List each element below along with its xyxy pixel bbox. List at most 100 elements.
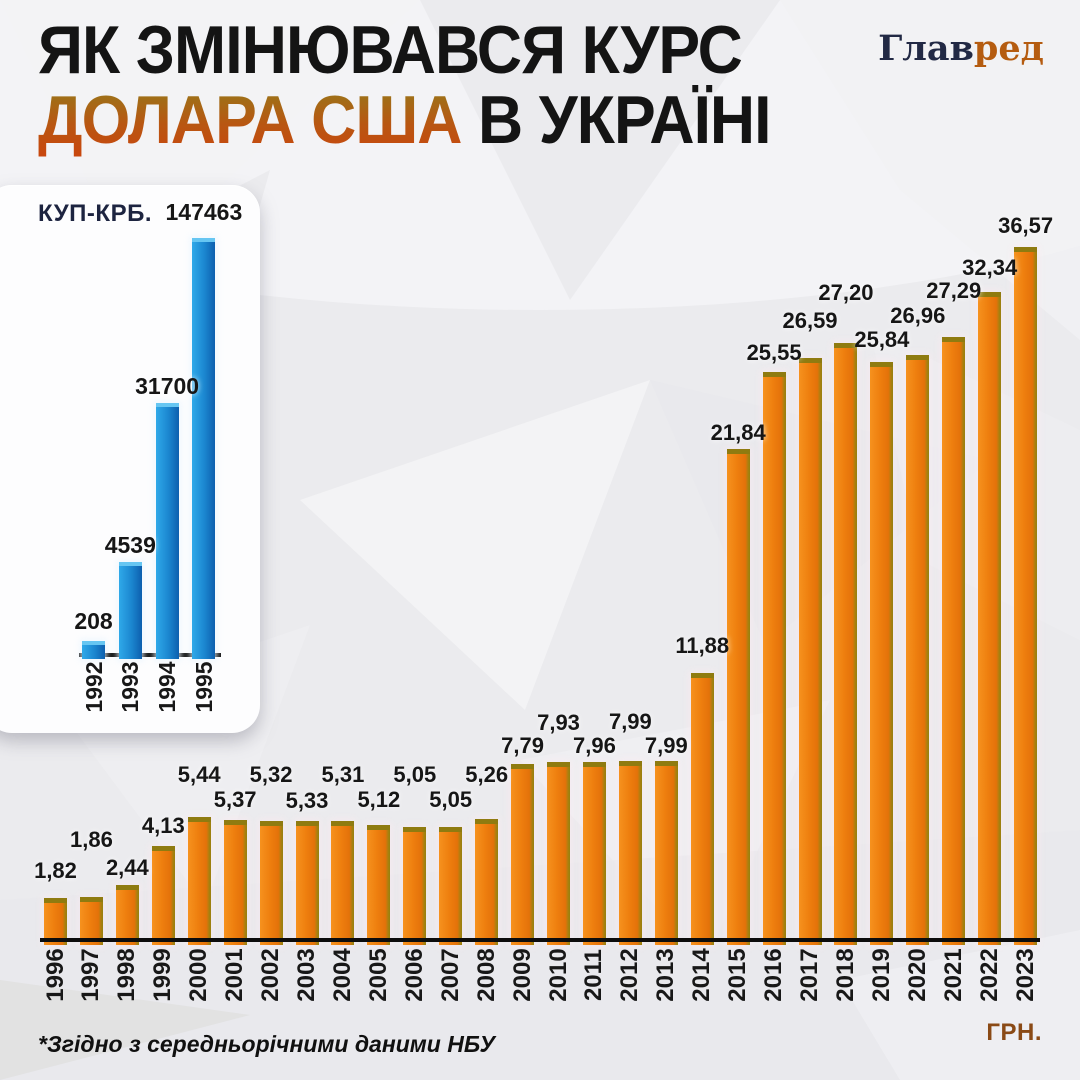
bar-2009 [511,764,535,945]
year-label-2013: 2013 [652,948,680,1002]
bar-value-label-2000: 5,44 [177,762,221,787]
bar-2004 [331,821,355,945]
bar-2015 [726,449,750,945]
bar-value-label-2018: 27,20 [818,280,874,305]
bar-value-label-2010: 7,93 [537,710,580,735]
bar-1997 [79,897,103,945]
year-label-2010: 2010 [544,948,572,1002]
bar-value-label-2009: 7,79 [501,733,544,758]
bar-value-label-2003: 5,33 [285,788,329,813]
bar-value-label-1993: 4539 [104,532,156,558]
logo-part-red: ред [973,28,1044,69]
bar-value-label-2013: 7,99 [644,733,688,758]
bar-2006 [403,827,427,945]
year-label-2011: 2011 [580,948,608,1002]
logo-part-glav: Глав [878,28,974,69]
footnote: *Згідно з середньорічними даними НБУ [38,1031,496,1057]
year-label-2009: 2009 [508,948,536,1002]
bar-value-label-2022: 32,34 [962,255,1018,280]
year-label-1997: 1997 [77,948,105,1002]
bar-value-label-1994: 31700 [135,373,200,399]
bar-1998 [115,885,139,945]
year-label-1994: 1994 [154,661,181,713]
bar-2014 [690,673,714,945]
year-label-2007: 2007 [436,948,464,1002]
year-label-2015: 2015 [724,948,752,1002]
year-label-2021: 2021 [939,948,967,1002]
year-label-1992: 1992 [80,661,107,713]
year-label-2012: 2012 [616,948,644,1002]
year-label-2005: 2005 [364,948,392,1002]
bar-value-label-2001: 5,37 [213,787,257,812]
bar-value-label-2016: 25,55 [746,340,802,365]
bar-value-label-1992: 208 [74,608,113,634]
bar-value-label-1999: 4,13 [141,813,185,838]
bar-2020 [906,355,930,945]
bar-2000 [187,817,211,945]
year-label-2006: 2006 [400,948,428,1002]
glavred-logo: Главред [878,28,1044,69]
bar-2019 [870,362,894,945]
page-title-highlight: ДОЛАРА США [38,82,462,158]
bar-value-label-2007: 5,05 [429,787,473,812]
bar-value-label-1997: 1,86 [70,827,113,852]
currency-unit-label: ГРН. [986,1019,1042,1046]
year-label-2019: 2019 [867,948,895,1002]
year-label-2018: 2018 [831,948,859,1002]
year-label-2003: 2003 [293,948,320,1002]
year-label-2022: 2022 [975,948,1003,1002]
bar-value-label-2023: 36,57 [998,213,1054,238]
inset-axis-line [79,653,221,657]
bar-2003 [295,821,319,945]
bar-value-label-2008: 5,26 [465,762,509,787]
bar-2007 [439,827,463,945]
bar-value-label-2011: 7,96 [573,733,616,758]
page-title-line2: ДОЛАРА США В УКРАЇНІ [38,82,772,158]
bar-2016 [762,372,786,945]
bar-2011 [582,762,606,945]
year-label-2020: 2020 [903,948,931,1002]
bar-1995 [192,238,216,659]
year-label-2004: 2004 [328,948,356,1002]
year-label-2002: 2002 [257,948,285,1002]
bar-value-label-1995: 147463 [165,199,243,225]
page-title-line1: ЯК ЗМІНЮВАВСЯ КУРС [38,12,743,88]
bar-value-label-2019: 25,84 [854,327,910,352]
bar-value-label-2002: 5,32 [249,762,293,787]
bar-value-label-2004: 5,31 [321,762,365,787]
bar-2001 [223,820,247,945]
main-axis-line [40,938,1040,942]
bar-value-label-2014: 11,88 [675,633,730,658]
year-label-1996: 1996 [41,948,69,1002]
bar-2023 [1014,247,1038,945]
bar-2021 [942,337,966,945]
year-label-1993: 1993 [117,661,144,713]
year-label-1995: 1995 [190,661,217,713]
bar-1992 [82,641,105,659]
year-label-2001: 2001 [221,948,249,1002]
bar-1994 [155,403,179,659]
bar-value-label-2017: 26,59 [782,308,838,333]
bar-1996 [44,898,67,945]
page-title-line2-rest: В УКРАЇНІ [478,82,772,158]
bar-2017 [798,358,822,945]
bar-value-label-1998: 2,44 [105,855,149,880]
bar-2012 [618,761,642,945]
bar-value-label-2012: 7,99 [608,709,652,734]
bar-value-label-2015: 21,84 [710,420,766,445]
bar-2005 [367,825,391,945]
year-label-2008: 2008 [472,948,500,1002]
bar-2013 [654,761,678,945]
bar-1993 [118,562,142,659]
bar-value-label-2020: 26,96 [890,303,946,328]
bar-value-label-2006: 5,05 [393,762,437,787]
bar-2018 [834,343,858,945]
bar-2008 [475,819,499,945]
year-label-2016: 2016 [760,948,788,1002]
year-label-1999: 1999 [149,948,177,1002]
bar-2022 [978,292,1002,945]
bar-1999 [151,846,175,945]
bar-value-label-1996: 1,82 [34,858,77,883]
year-label-2000: 2000 [185,948,213,1002]
